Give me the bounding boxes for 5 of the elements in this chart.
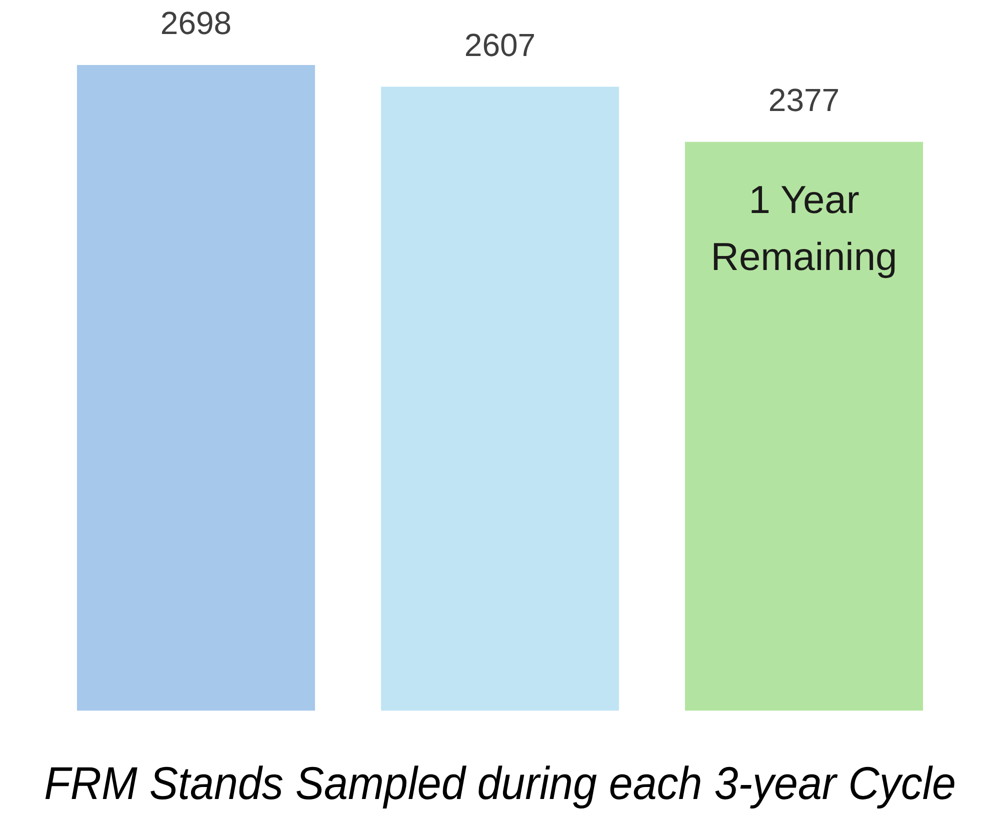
data-label: 2377 <box>768 82 840 118</box>
x-axis-title: FRM Stands Sampled during each 3-year Cycle <box>44 758 956 810</box>
annotation: 1 Year Remaining <box>710 179 898 280</box>
data-label: 2607 <box>464 26 536 63</box>
data-label: 2698 <box>160 5 232 41</box>
